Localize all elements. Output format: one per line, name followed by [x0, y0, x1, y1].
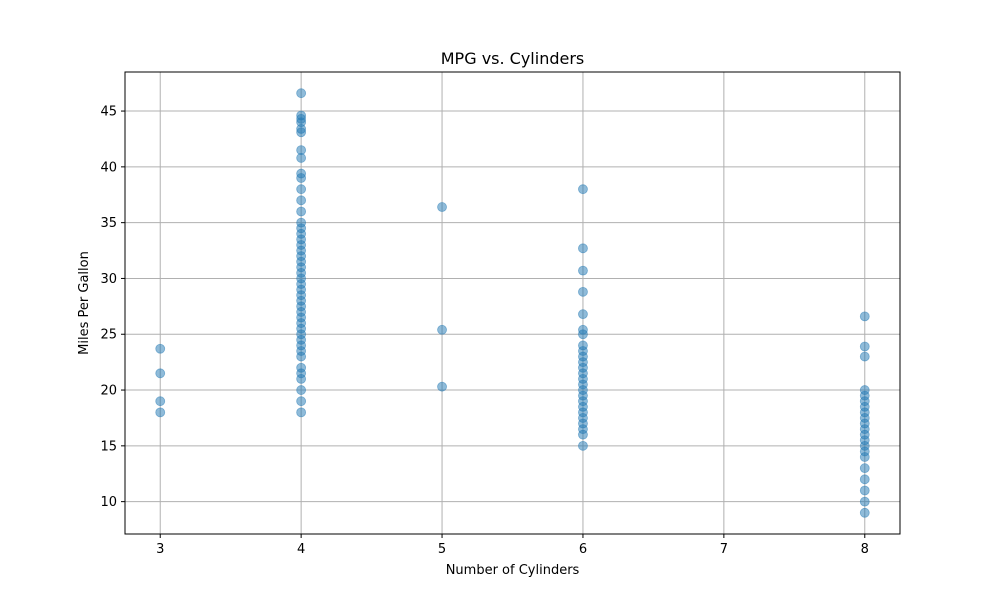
- y-axis-label: Miles Per Gallon: [77, 251, 92, 355]
- y-tick-label: 10: [100, 495, 117, 510]
- scatter-point: [859, 507, 870, 518]
- scatter-point: [859, 474, 870, 485]
- y-tick-label: 45: [100, 105, 117, 120]
- scatter-point: [296, 184, 307, 195]
- chart-title: MPG vs. Cylinders: [441, 49, 585, 68]
- scatter-point: [859, 496, 870, 507]
- y-tick-label: 25: [100, 328, 117, 343]
- scatter-point: [155, 343, 166, 354]
- y-tick-label: 40: [100, 160, 117, 175]
- x-tick-label: 7: [720, 542, 728, 557]
- scatter-point: [296, 362, 307, 373]
- scatter-point: [859, 311, 870, 322]
- scatter-point: [155, 396, 166, 407]
- grid-lines: [125, 72, 900, 534]
- scatter-point: [437, 381, 447, 392]
- scatter-point: [578, 440, 588, 451]
- scatter-point: [578, 184, 588, 195]
- scatter-point: [296, 206, 307, 217]
- scatter-point: [296, 195, 307, 206]
- x-axis-label: Number of Cylinders: [446, 563, 580, 578]
- scatter-point: [296, 396, 307, 407]
- y-tick-label: 20: [100, 384, 117, 399]
- x-tick-label: 4: [297, 542, 305, 557]
- scatter-point: [578, 265, 588, 276]
- scatter-point: [578, 286, 588, 297]
- scatter-point: [296, 145, 307, 156]
- scatter-point: [296, 168, 307, 179]
- scatter-point: [859, 351, 870, 362]
- x-tick-label: 5: [438, 542, 446, 557]
- x-tick-label: 6: [579, 542, 587, 557]
- scatter-point: [578, 243, 588, 254]
- scatter-point: [437, 202, 447, 212]
- scatter-point: [296, 385, 307, 395]
- y-tick-label: 35: [100, 216, 117, 231]
- scatter-point: [859, 341, 870, 352]
- scatter-point: [578, 324, 588, 335]
- scatter-point: [859, 485, 870, 496]
- scatter-point: [578, 309, 588, 320]
- x-tick-label: 8: [861, 542, 869, 557]
- scatter-point: [155, 407, 166, 418]
- scatter-point: [296, 110, 307, 121]
- scatter-point: [859, 463, 870, 474]
- scatter-point: [296, 217, 307, 228]
- scatter-point: [578, 340, 588, 351]
- plot-frame: [124, 71, 901, 535]
- y-tick-label: 30: [100, 272, 117, 287]
- scatter-point: [859, 385, 870, 395]
- scatter-point: [155, 368, 166, 379]
- data-points: [155, 88, 870, 518]
- scatter-point: [296, 88, 307, 99]
- scatter-point: [437, 324, 447, 335]
- y-tick-label: 15: [100, 439, 117, 454]
- scatter-point: [296, 407, 307, 418]
- x-tick-label: 3: [156, 542, 164, 557]
